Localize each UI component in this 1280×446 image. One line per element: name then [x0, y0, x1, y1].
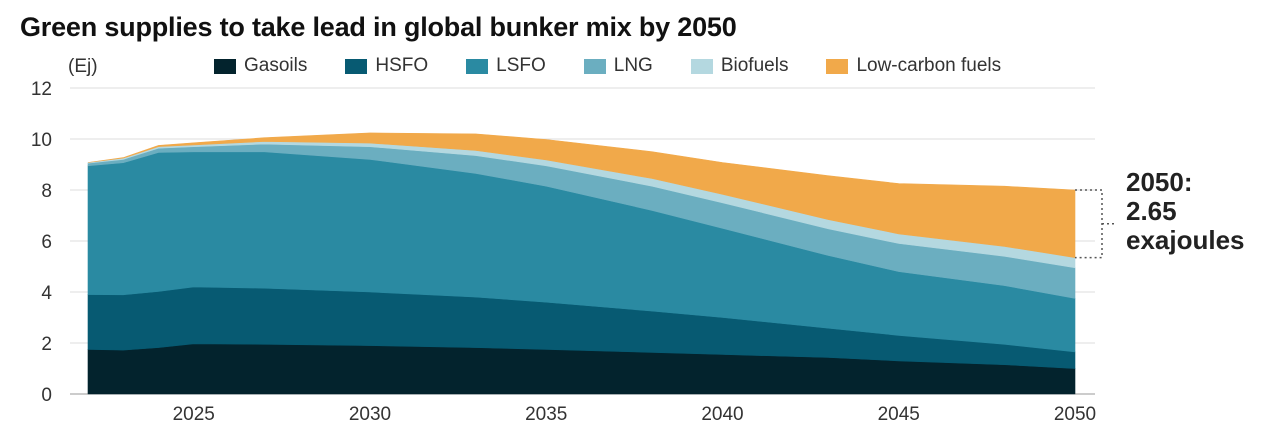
chart-title: Green supplies to take lead in global bu… — [20, 12, 737, 42]
legend-swatch-hsfo — [345, 58, 368, 74]
callout-2050-annotation: 2050: 2.65 exajoules — [1126, 168, 1245, 255]
y-tick-label-6: 6 — [41, 232, 52, 253]
callout-line-unit: exajoules — [1126, 225, 1245, 255]
x-tick-label-2040: 2040 — [701, 404, 743, 425]
y-tick-label-4: 4 — [41, 283, 52, 304]
legend-label-low-carbon-fuels: Low-carbon fuels — [856, 55, 1002, 76]
legend-swatch-lsfo — [466, 58, 489, 74]
legend-swatch-gasoils — [214, 58, 236, 74]
callout-line-year: 2050: — [1126, 167, 1193, 197]
callout-bracket — [1075, 189, 1103, 259]
legend-label-lsfo: LSFO — [496, 55, 546, 76]
chart-legend: Gasoils HSFO LSFO LNG Biofuels Low-carbo… — [214, 55, 1001, 77]
legend-swatch-low-carbon-fuels — [826, 58, 849, 74]
y-axis-unit-label: (Ej) — [68, 56, 98, 77]
legend-item-lng: LNG — [583, 55, 653, 77]
x-tick-label-2045: 2045 — [878, 404, 920, 425]
area-low-carbon-fuels — [87, 132, 1076, 258]
legend-item-gasoils: Gasoils — [214, 55, 307, 77]
legend-swatch-biofuels — [690, 58, 713, 74]
legend-item-biofuels: Biofuels — [690, 55, 789, 77]
legend-item-low-carbon-fuels: Low-carbon fuels — [826, 55, 1001, 77]
legend-item-lsfo: LSFO — [466, 55, 546, 77]
legend-item-hsfo: HSFO — [345, 55, 428, 77]
legend-label-lng: LNG — [613, 55, 653, 76]
x-tick-label-2050: 2050 — [1054, 404, 1096, 425]
legend-label-hsfo: HSFO — [375, 55, 429, 76]
y-tick-label-8: 8 — [41, 181, 52, 202]
y-tick-label-2: 2 — [41, 334, 52, 355]
y-tick-label-12: 12 — [31, 79, 52, 100]
y-tick-label-10: 10 — [31, 130, 52, 151]
legend-label-gasoils: Gasoils — [244, 55, 308, 76]
legend-swatch-lng — [583, 58, 606, 74]
x-tick-label-2035: 2035 — [525, 404, 567, 425]
x-tick-label-2030: 2030 — [349, 404, 391, 425]
legend-label-biofuels: Biofuels — [720, 55, 789, 76]
x-tick-label-2025: 2025 — [173, 404, 215, 425]
callout-line-value: 2.65 — [1126, 196, 1177, 226]
y-tick-label-0: 0 — [41, 385, 52, 406]
